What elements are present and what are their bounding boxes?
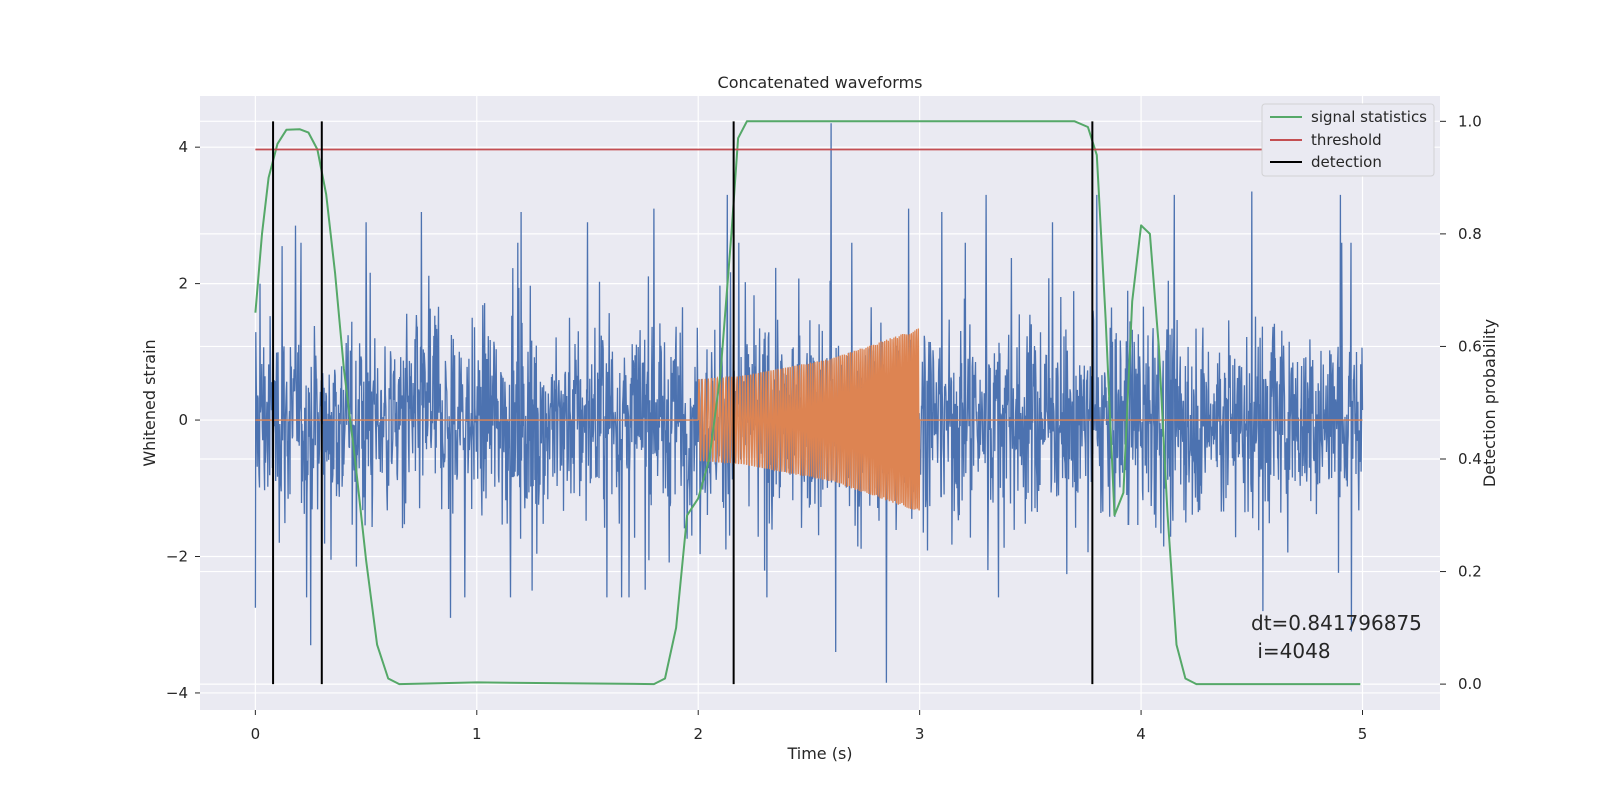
y-right-axis-label: Detection probability bbox=[1480, 319, 1499, 487]
y-tick-labels: −4 −2 0 2 4 bbox=[166, 138, 200, 702]
legend-box bbox=[1261, 103, 1435, 177]
legend-label-threshold: threshold bbox=[1311, 131, 1382, 149]
x-tick-label: 2 bbox=[693, 725, 703, 743]
legend-label-detection: detection bbox=[1311, 153, 1382, 171]
annotation-line-1: dt=0.841796875 bbox=[1251, 611, 1422, 635]
y-axis-label: Whitened strain bbox=[140, 339, 159, 466]
x-tick-labels: 0 1 2 3 4 5 bbox=[251, 710, 1368, 743]
x-tick-label: 3 bbox=[915, 725, 925, 743]
chart-title: Concatenated waveforms bbox=[718, 73, 923, 92]
x-tick-label: 0 bbox=[251, 725, 261, 743]
x-tick-label: 1 bbox=[472, 725, 482, 743]
annotation: dt=0.841796875 i=4048 bbox=[1251, 611, 1422, 663]
y-right-tick-label: 0.4 bbox=[1458, 450, 1482, 468]
y-right-tick-label: 0.0 bbox=[1458, 675, 1482, 693]
y-tick-label: −4 bbox=[166, 684, 188, 702]
y-right-tick-labels: 0.0 0.2 0.4 0.6 0.8 1.0 bbox=[1440, 112, 1482, 693]
y-tick-label: −2 bbox=[166, 548, 188, 566]
y-right-tick-label: 0.8 bbox=[1458, 225, 1482, 243]
x-tick-label: 4 bbox=[1136, 725, 1146, 743]
injection-line bbox=[255, 328, 1363, 511]
x-tick-label: 5 bbox=[1358, 725, 1368, 743]
y-right-tick-label: 0.2 bbox=[1458, 563, 1482, 581]
statistics-layer bbox=[254, 120, 1363, 686]
legend-label-statistics: signal statistics bbox=[1311, 108, 1427, 126]
annotation-line-2: i=4048 bbox=[1251, 639, 1331, 663]
x-axis-label: Time (s) bbox=[786, 744, 852, 763]
y-right-tick-label: 1.0 bbox=[1458, 112, 1482, 130]
y-tick-label: 2 bbox=[178, 275, 188, 293]
y-right-tick-label: 0.6 bbox=[1458, 337, 1482, 355]
legend: signal statistics threshold detection bbox=[1261, 103, 1435, 177]
y-tick-label: 0 bbox=[178, 411, 188, 429]
detection-lines bbox=[272, 121, 1094, 685]
injection-series bbox=[255, 328, 1363, 511]
y-tick-label: 4 bbox=[178, 138, 188, 156]
